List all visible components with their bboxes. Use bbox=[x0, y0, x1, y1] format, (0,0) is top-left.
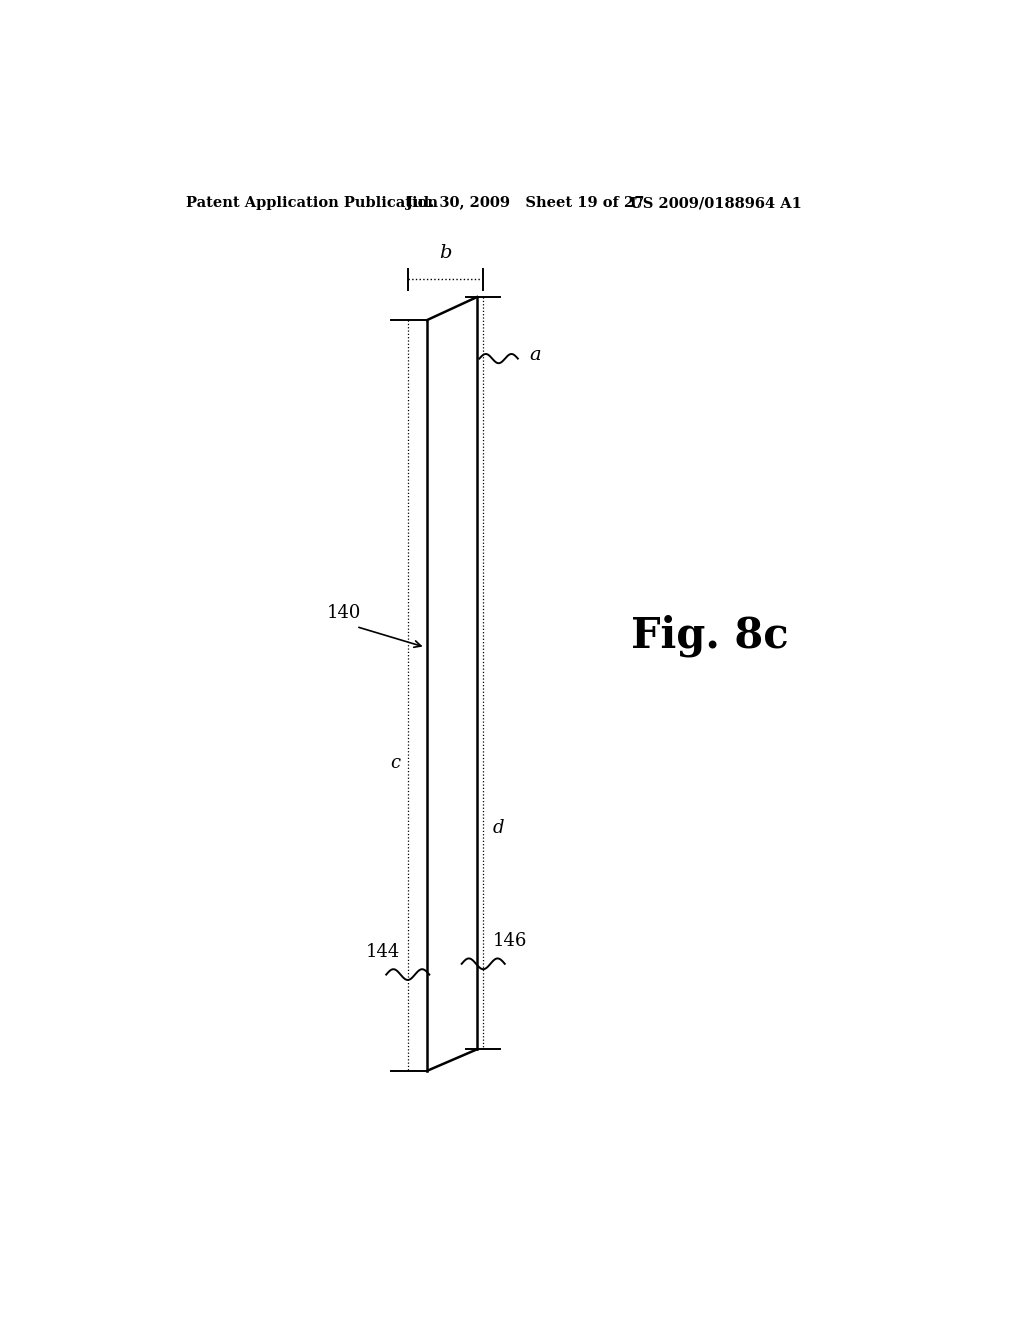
Text: Jul. 30, 2009   Sheet 19 of 27: Jul. 30, 2009 Sheet 19 of 27 bbox=[407, 197, 644, 210]
Text: c: c bbox=[390, 754, 400, 772]
Text: a: a bbox=[529, 346, 541, 364]
Text: b: b bbox=[439, 244, 452, 263]
Text: 144: 144 bbox=[366, 942, 400, 961]
Text: 140: 140 bbox=[327, 603, 361, 622]
Text: 146: 146 bbox=[493, 932, 526, 950]
Text: US 2009/0188964 A1: US 2009/0188964 A1 bbox=[630, 197, 802, 210]
Text: Fig. 8c: Fig. 8c bbox=[631, 615, 788, 657]
Text: d: d bbox=[493, 820, 504, 837]
Text: Patent Application Publication: Patent Application Publication bbox=[186, 197, 438, 210]
